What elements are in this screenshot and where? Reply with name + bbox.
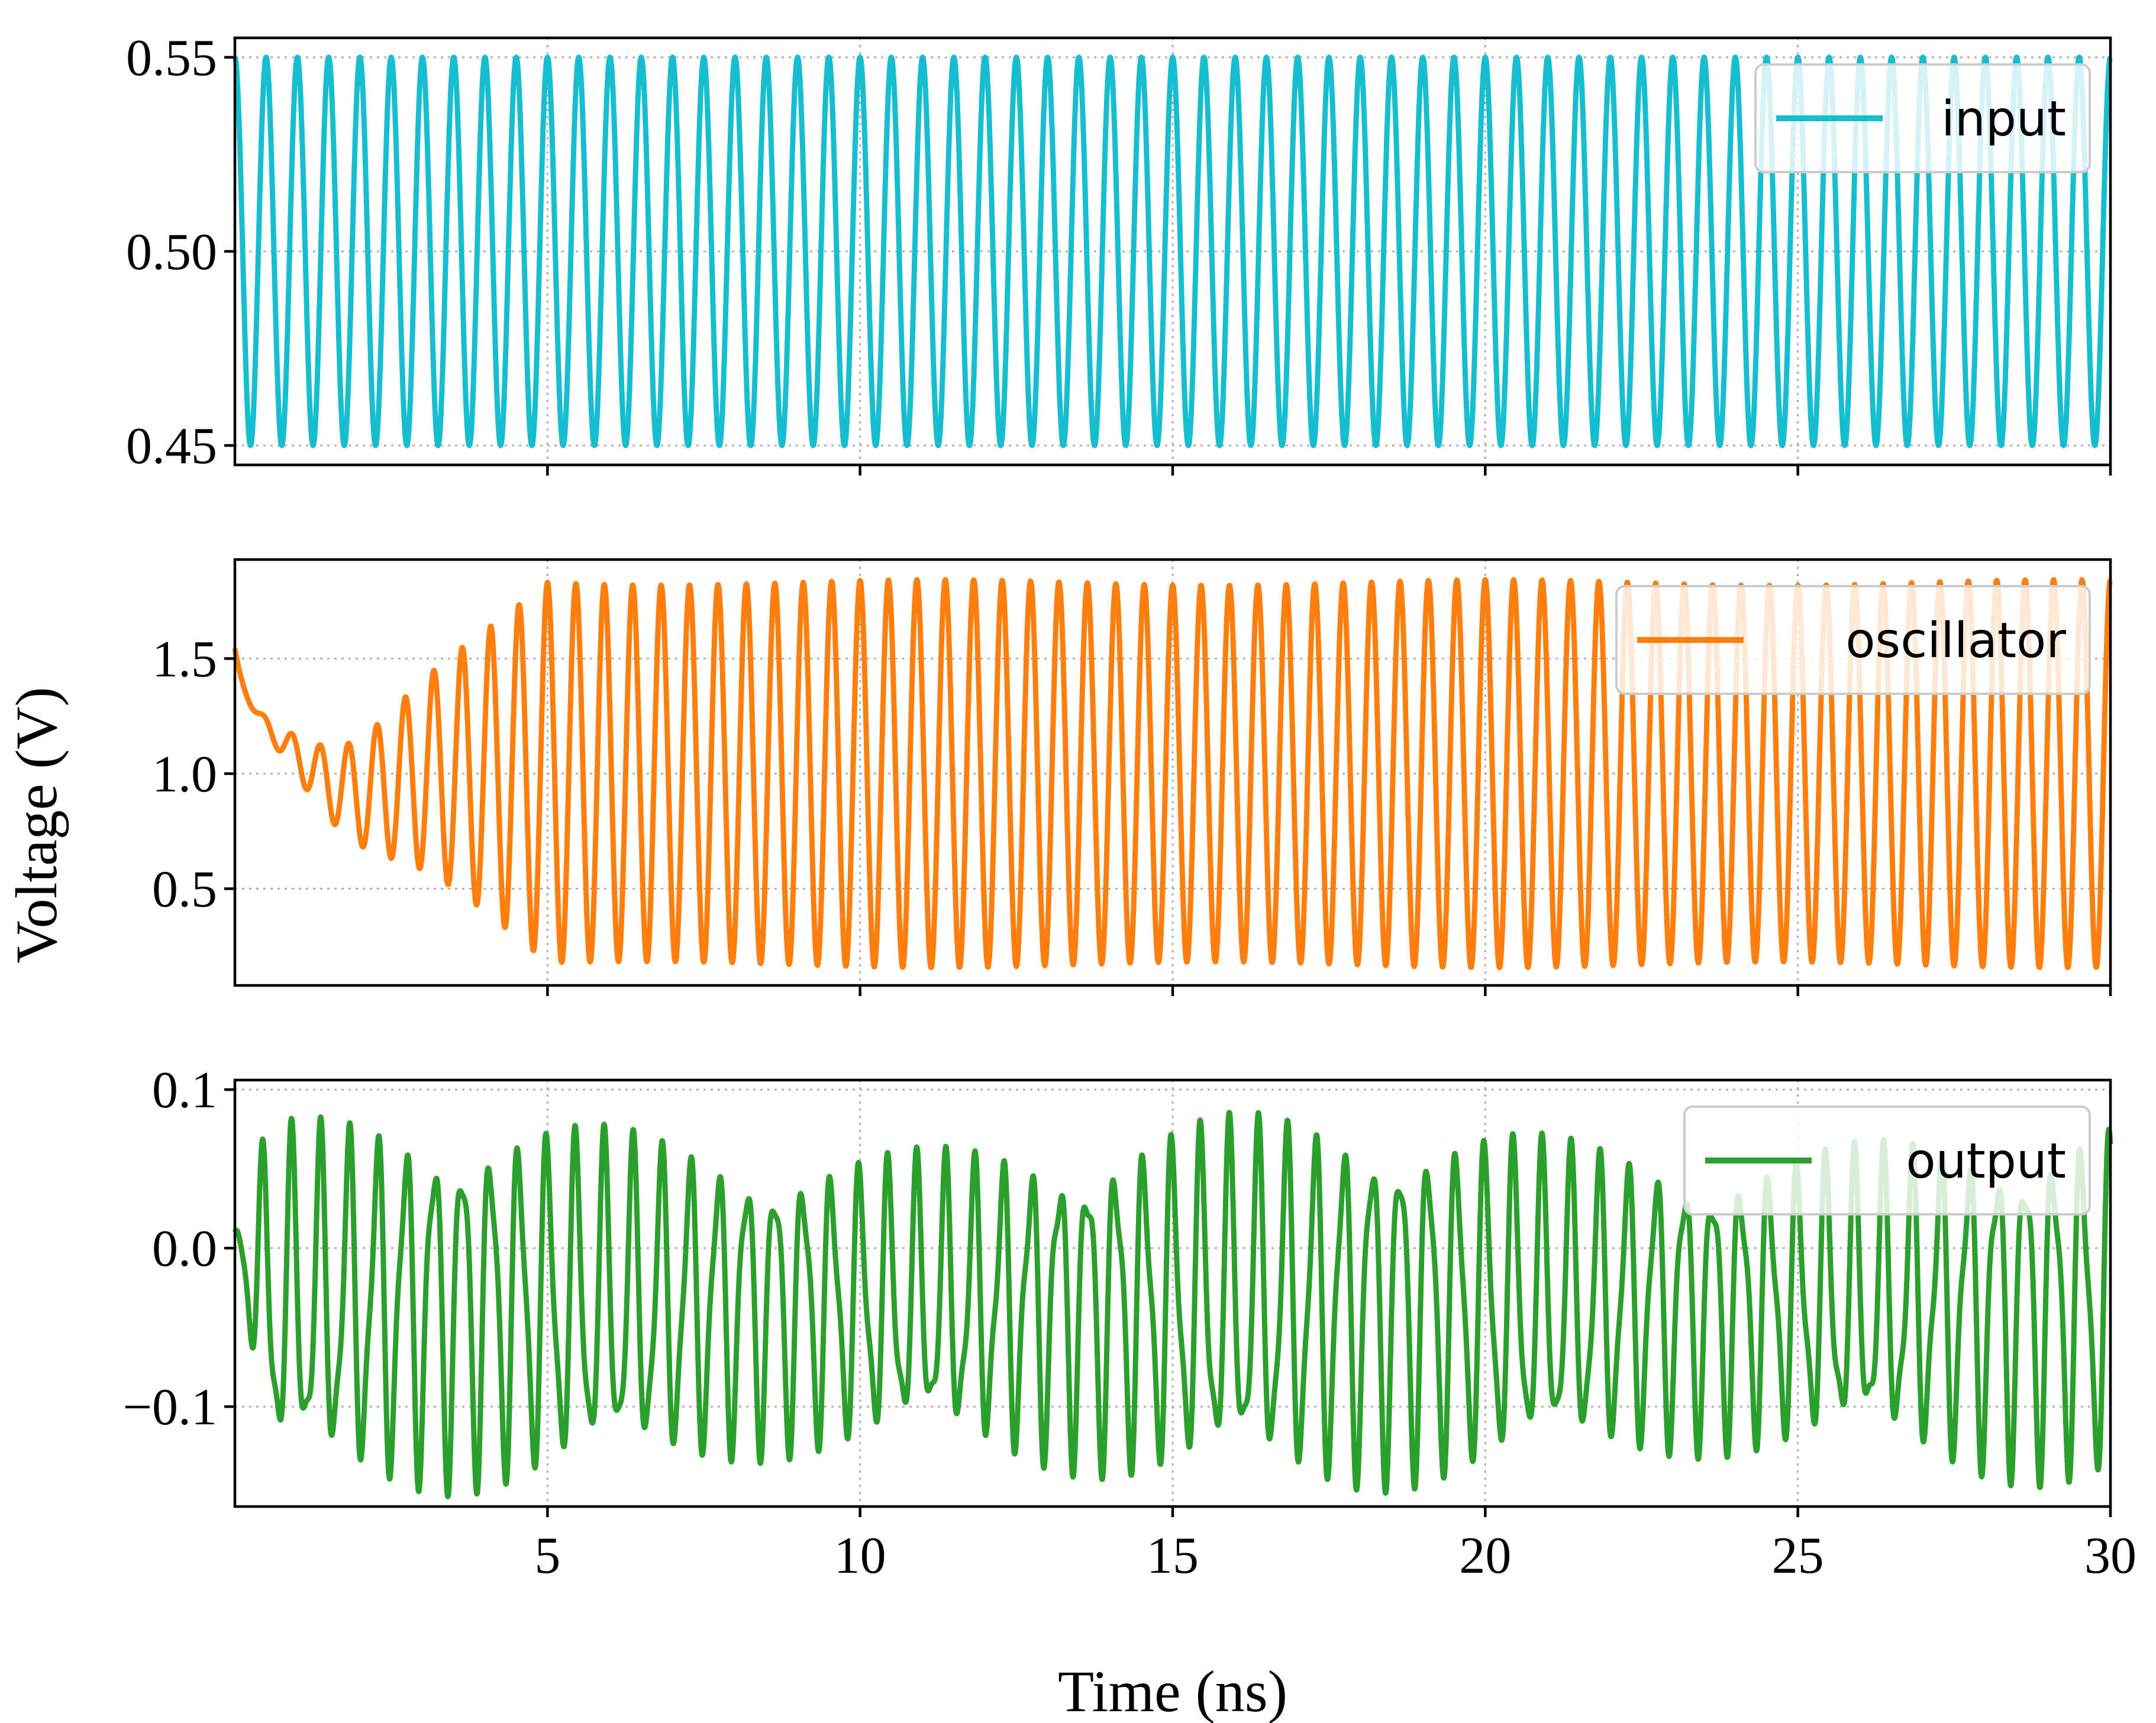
- y-tick-label: −0.1: [122, 1379, 217, 1436]
- legend-box: [1754, 63, 2091, 173]
- x-tick-label: 15: [1147, 1527, 1199, 1585]
- x-axis-title: Time (ns): [1058, 1659, 1287, 1723]
- y-tick-label: 0.0: [152, 1220, 217, 1278]
- x-tick-label: 20: [1459, 1527, 1511, 1585]
- y-tick-label: 0.45: [126, 418, 217, 475]
- panel-output: −0.1 0.0 0.1 5 10 15 20 25 30 output: [122, 1062, 2136, 1585]
- x-tick-label: 30: [2084, 1527, 2136, 1585]
- panels-group: 0.45 0.50 0.55 input 0.5 1.0 1.5 oscillator −0.1…: [122, 30, 2136, 1585]
- input-legend: input: [1754, 63, 2091, 173]
- legend-label: input: [1941, 91, 2066, 147]
- panel-input: 0.45 0.50 0.55 input: [126, 30, 2113, 476]
- legend-box: [1615, 585, 2091, 695]
- input-series-line: [233, 54, 2113, 448]
- y-tick-label: 0.55: [126, 30, 217, 87]
- legend-label: output: [1906, 1133, 2066, 1189]
- legend-box: [1683, 1105, 2091, 1216]
- legend-label: oscillator: [1845, 613, 2066, 669]
- y-tick-label: 0.5: [152, 861, 217, 919]
- y-axis-title: Voltage (V): [4, 687, 69, 963]
- y-tick-label: 0.1: [152, 1062, 217, 1119]
- y-tick-label: 0.50: [126, 224, 217, 281]
- x-tick-label: 10: [834, 1527, 886, 1585]
- panel-oscillator: 0.5 1.0 1.5 oscillator: [152, 558, 2113, 996]
- oscillator-legend: oscillator: [1615, 585, 2091, 695]
- y-tick-label: 1.5: [152, 631, 217, 688]
- y-tick-label: 1.0: [152, 746, 217, 803]
- output-legend: output: [1683, 1105, 2091, 1216]
- x-tick-label: 5: [534, 1527, 560, 1585]
- x-tick-label: 25: [1772, 1527, 1824, 1585]
